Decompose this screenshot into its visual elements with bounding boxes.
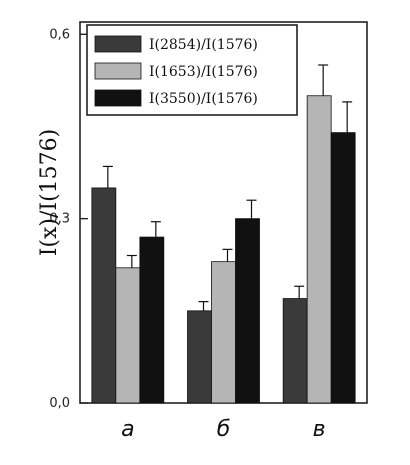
bar <box>187 310 212 404</box>
bar <box>306 95 332 404</box>
legend-swatch <box>94 89 142 107</box>
legend-swatch <box>94 62 142 80</box>
y-axis: 0,0 0,3 0,6 <box>49 27 88 411</box>
bar <box>235 218 260 404</box>
bar <box>282 298 308 404</box>
error-bars-group <box>102 64 353 311</box>
y-axis-label: I(x)/I(1576) <box>37 129 62 257</box>
bar <box>91 187 117 404</box>
bar <box>330 132 356 404</box>
bar <box>211 261 236 404</box>
y-tick-label: 0,6 <box>49 27 70 42</box>
legend-label: I(3550)/I(1576) <box>149 91 258 107</box>
x-category-label: а <box>121 417 134 442</box>
bar <box>139 236 165 404</box>
x-category-label: б <box>217 417 231 442</box>
y-tick-label: 0,3 <box>49 212 70 227</box>
y-tick-label: 0,0 <box>49 396 70 411</box>
legend: I(2854)/I(1576) I(1653)/I(1576) I(3550)/I(… <box>86 24 298 116</box>
x-category-label: в <box>313 417 326 442</box>
x-axis: а б в <box>121 417 326 442</box>
bar <box>115 267 141 404</box>
bars-group <box>91 95 356 404</box>
legend-label: I(1653)/I(1576) <box>149 64 258 80</box>
legend-label: I(2854)/I(1576) <box>149 37 258 53</box>
legend-swatch <box>94 35 142 53</box>
